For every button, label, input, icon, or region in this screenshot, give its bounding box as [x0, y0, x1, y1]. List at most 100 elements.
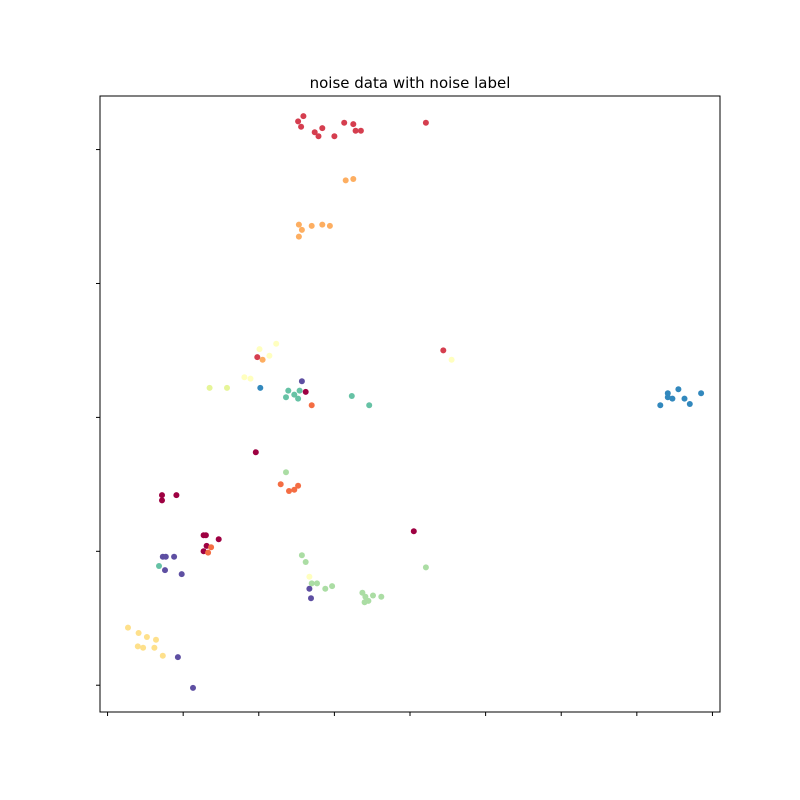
data-point-70	[156, 563, 162, 569]
data-point-36	[295, 395, 302, 402]
data-point-86	[378, 593, 385, 600]
data-point-13	[350, 176, 357, 182]
data-point-89	[125, 624, 131, 631]
plot-frame	[99, 95, 721, 713]
data-point-83	[362, 593, 369, 600]
data-point-34	[291, 391, 298, 398]
data-point-60	[202, 532, 209, 539]
data-point-93	[134, 643, 141, 650]
data-point-97	[174, 654, 181, 661]
data-point-80	[306, 585, 313, 592]
data-point-29	[206, 384, 213, 391]
chart-title: noise data with noise label	[310, 74, 511, 92]
data-point-8	[350, 121, 357, 128]
data-point-5	[315, 133, 322, 140]
data-point-71	[162, 567, 168, 574]
data-point-21	[448, 356, 455, 363]
data-point-2	[298, 123, 305, 130]
data-point-75	[306, 573, 313, 580]
data-point-20	[440, 347, 447, 354]
data-point-79	[329, 583, 336, 590]
data-point-61	[215, 536, 222, 543]
data-point-54	[286, 488, 292, 494]
data-point-25	[254, 354, 261, 361]
data-point-45	[669, 395, 676, 402]
data-point-76	[308, 580, 315, 587]
data-point-47	[686, 401, 693, 407]
data-point-6	[331, 133, 338, 140]
data-point-17	[308, 222, 315, 229]
data-point-48	[657, 402, 664, 409]
data-point-40	[348, 393, 355, 399]
data-point-33	[285, 387, 292, 394]
ticks-layer	[96, 149, 713, 716]
data-point-39	[308, 402, 315, 409]
points-layer	[125, 113, 705, 691]
data-point-88	[422, 564, 429, 571]
data-point-9	[352, 127, 359, 134]
data-point-16	[295, 233, 302, 240]
data-point-12	[342, 177, 349, 184]
data-point-38	[302, 388, 309, 395]
data-point-90	[135, 630, 142, 636]
data-point-42	[675, 386, 682, 393]
data-point-95	[151, 644, 158, 651]
data-point-7	[341, 119, 348, 126]
data-point-69	[171, 553, 178, 560]
data-point-30	[224, 384, 230, 391]
data-point-58	[173, 492, 180, 499]
data-point-55	[291, 486, 298, 493]
data-point-19	[326, 222, 333, 229]
data-point-4	[319, 125, 326, 132]
data-point-94	[140, 644, 147, 651]
data-point-22	[273, 340, 280, 347]
data-point-62	[203, 542, 210, 549]
data-point-23	[256, 346, 263, 353]
data-point-66	[410, 528, 417, 535]
data-point-11	[422, 119, 429, 126]
data-point-68	[162, 553, 169, 560]
data-point-0	[295, 118, 302, 125]
data-point-81	[308, 595, 314, 602]
data-point-41	[366, 402, 373, 409]
data-point-64	[200, 548, 207, 555]
data-point-77	[314, 580, 320, 587]
data-point-28	[247, 375, 254, 382]
data-point-87	[361, 599, 368, 606]
data-point-53	[295, 482, 302, 489]
data-point-65	[205, 549, 212, 556]
data-point-24	[266, 352, 273, 359]
data-point-46	[681, 395, 688, 402]
data-point-52	[277, 481, 284, 488]
data-point-35	[283, 394, 289, 401]
data-point-74	[302, 559, 309, 565]
data-point-63	[208, 544, 215, 551]
data-point-85	[370, 592, 376, 599]
data-point-50	[252, 449, 259, 456]
data-point-92	[153, 636, 159, 643]
data-point-26	[259, 356, 266, 363]
data-point-73	[298, 552, 305, 559]
data-point-56	[159, 492, 165, 499]
data-point-57	[159, 497, 165, 504]
data-point-72	[178, 571, 185, 578]
data-point-18	[319, 221, 326, 228]
data-point-91	[143, 634, 150, 640]
data-point-37	[296, 387, 303, 394]
data-point-31	[257, 384, 264, 391]
data-point-10	[357, 127, 364, 134]
data-point-1	[300, 113, 307, 120]
data-point-98	[190, 684, 196, 691]
data-point-51	[283, 469, 289, 476]
data-point-14	[295, 221, 302, 228]
data-point-15	[298, 226, 305, 233]
data-point-49	[698, 390, 705, 397]
data-point-32	[298, 378, 305, 385]
data-point-78	[322, 585, 329, 592]
data-point-96	[159, 652, 166, 659]
data-point-44	[664, 394, 671, 401]
data-point-27	[241, 374, 248, 381]
data-point-3	[311, 129, 318, 136]
